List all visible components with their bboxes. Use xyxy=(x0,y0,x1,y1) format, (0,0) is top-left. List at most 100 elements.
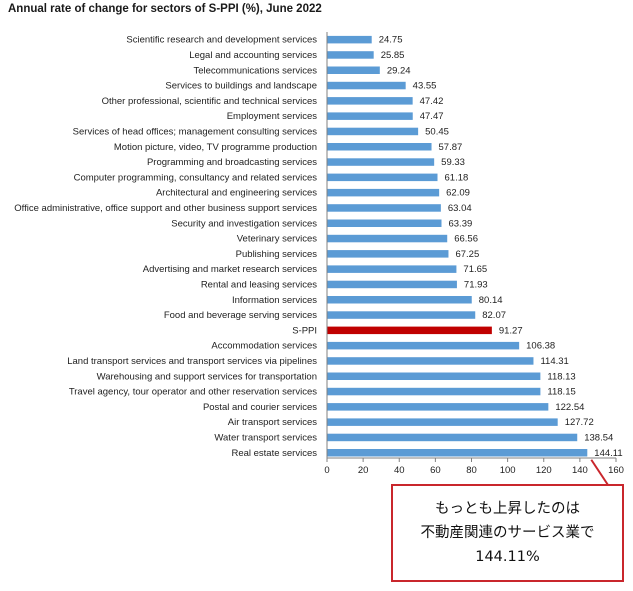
category-label-food-and-beverage-serving-services: Food and beverage serving services xyxy=(164,310,317,321)
x-tick-label-20: 20 xyxy=(358,465,369,476)
bar-scientific-research-and-development-services xyxy=(327,35,372,44)
category-labels: Scientific research and development serv… xyxy=(14,35,317,459)
value-label-architectural-and-engineering-services: 62.09 xyxy=(446,188,470,199)
category-label-s-ppi: S-PPI xyxy=(292,325,317,336)
bar-rental-and-leasing-services xyxy=(327,280,457,289)
category-label-scientific-research-and-development-services: Scientific research and development serv… xyxy=(126,35,317,46)
callout-line-1: もっとも上昇したのは xyxy=(435,501,580,517)
bar-other-professional-scientific-and-technical-services xyxy=(327,97,413,105)
category-label-warehousing-and-support-services-for-transportation: Warehousing and support services for tra… xyxy=(97,371,317,382)
category-label-programming-and-broadcasting-services: Programming and broadcasting services xyxy=(147,157,317,168)
bar-accommodation-services xyxy=(327,341,520,350)
value-label-programming-and-broadcasting-services: 59.33 xyxy=(441,157,465,168)
bar-legal-and-accounting-services xyxy=(327,51,374,59)
value-label-legal-and-accounting-services: 25.85 xyxy=(381,50,405,61)
callout-pointer xyxy=(590,459,609,486)
value-label-food-and-beverage-serving-services: 82.07 xyxy=(482,310,506,321)
bar-services-to-buildings-and-landscape xyxy=(327,81,406,90)
x-axis: 0 20 40 60 80 100 120 140 160 xyxy=(324,32,624,476)
x-tick-label-100: 100 xyxy=(500,465,516,476)
category-label-advertising-and-market-research-services: Advertising and market research services xyxy=(143,264,317,275)
bar-computer-programming-consultancy-and-related-services xyxy=(327,173,438,182)
category-label-accommodation-services: Accommodation services xyxy=(211,341,317,352)
value-label-land-transport-services-and-transport-services-via-pipelines: 114.31 xyxy=(540,356,568,367)
bar-security-and-investigation-services xyxy=(327,219,442,227)
category-label-employment-services: Employment services xyxy=(227,111,318,122)
value-label-employment-services: 47.47 xyxy=(420,111,444,122)
value-label-veterinary-services: 66.56 xyxy=(454,234,478,245)
x-tick-label-140: 140 xyxy=(572,465,588,476)
value-label-security-and-investigation-services: 63.39 xyxy=(448,218,472,229)
value-label-water-transport-services: 138.54 xyxy=(584,432,613,443)
category-label-services-of-head-offices-management-consulting-services: Services of head offices; management con… xyxy=(73,126,318,137)
category-label-architectural-and-engineering-services: Architectural and engineering services xyxy=(156,188,317,199)
x-tick-label-160: 160 xyxy=(608,465,624,476)
value-label-computer-programming-consultancy-and-related-services: 61.18 xyxy=(445,172,469,183)
bar-real-estate-services xyxy=(327,449,588,457)
category-label-real-estate-services: Real estate services xyxy=(231,448,317,459)
bar-water-transport-services xyxy=(327,433,578,442)
bar-air-transport-services xyxy=(327,418,558,426)
bar-employment-services xyxy=(327,112,413,120)
value-label-other-professional-scientific-and-technical-services: 47.42 xyxy=(420,96,444,107)
bar-services-of-head-offices-management-consulting-services xyxy=(327,127,419,136)
callout-line-2: 不動産関連のサービス業で xyxy=(420,525,595,541)
category-label-travel-agency-tour-operator-and-other-reservation-services: Travel agency, tour operator and other r… xyxy=(69,387,317,398)
bar-travel-agency-tour-operator-and-other-reservation-services xyxy=(327,387,541,396)
bar-food-and-beverage-serving-services xyxy=(327,311,476,319)
value-label-postal-and-courier-services: 122.54 xyxy=(555,402,584,413)
category-label-rental-and-leasing-services: Rental and leasing services xyxy=(201,279,317,290)
bar-advertising-and-market-research-services xyxy=(327,265,457,273)
value-label-information-services: 80.14 xyxy=(479,295,503,306)
value-label-services-of-head-offices-management-consulting-services: 50.45 xyxy=(425,126,449,137)
value-label-accommodation-services: 106.38 xyxy=(526,341,555,352)
value-label-rental-and-leasing-services: 71.93 xyxy=(464,279,488,290)
category-label-water-transport-services: Water transport services xyxy=(214,432,317,443)
bar-programming-and-broadcasting-services xyxy=(327,158,435,166)
category-label-veterinary-services: Veterinary services xyxy=(237,234,318,245)
bar-land-transport-services-and-transport-services-via-pipelines xyxy=(327,357,534,365)
chart-title: Annual rate of change for sectors of S-P… xyxy=(8,3,322,15)
value-label-real-estate-services: 144.11 xyxy=(594,448,622,459)
bar-warehousing-and-support-services-for-transportation xyxy=(327,372,541,380)
value-label-warehousing-and-support-services-for-transportation: 118.13 xyxy=(547,371,575,382)
category-label-air-transport-services: Air transport services xyxy=(228,417,317,428)
value-label-advertising-and-market-research-services: 71.65 xyxy=(463,264,487,275)
x-tick-label-40: 40 xyxy=(394,465,405,476)
bar-publishing-services xyxy=(327,250,449,258)
category-label-telecommunications-services: Telecommunications services xyxy=(193,65,317,76)
x-tick-label-60: 60 xyxy=(430,465,441,476)
bar-motion-picture-video-tv-programme-production xyxy=(327,143,432,151)
bars xyxy=(327,35,588,457)
callout-line-3: 144.11% xyxy=(475,549,540,565)
bar-architectural-and-engineering-services xyxy=(327,188,440,197)
value-label-services-to-buildings-and-landscape: 43.55 xyxy=(413,81,437,92)
value-label-office-administrative-office-support-and-other-business-support-services: 63.04 xyxy=(448,203,472,214)
category-label-other-professional-scientific-and-technical-services: Other professional, scientific and techn… xyxy=(102,96,318,107)
category-label-security-and-investigation-services: Security and investigation services xyxy=(171,218,317,229)
bar-information-services xyxy=(327,296,472,304)
category-label-computer-programming-consultancy-and-related-services: Computer programming, consultancy and re… xyxy=(74,172,318,183)
bar-telecommunications-services xyxy=(327,66,380,74)
value-label-air-transport-services: 127.72 xyxy=(565,417,594,428)
bar-veterinary-services xyxy=(327,234,448,243)
category-label-postal-and-courier-services: Postal and courier services xyxy=(203,402,317,413)
category-label-services-to-buildings-and-landscape: Services to buildings and landscape xyxy=(165,81,317,92)
value-label-s-ppi: 91.27 xyxy=(499,325,523,336)
x-tick-label-0: 0 xyxy=(324,465,329,476)
value-label-telecommunications-services: 29.24 xyxy=(387,65,411,76)
category-label-publishing-services: Publishing services xyxy=(236,249,318,260)
value-label-publishing-services: 67.25 xyxy=(455,249,479,260)
bar-s-ppi xyxy=(327,326,492,335)
category-label-motion-picture-video-tv-programme-production: Motion picture, video, TV programme prod… xyxy=(114,142,317,153)
category-label-land-transport-services-and-transport-services-via-pipelines: Land transport services and transport se… xyxy=(67,356,317,367)
x-tick-label-80: 80 xyxy=(466,465,477,476)
category-label-information-services: Information services xyxy=(232,295,317,306)
category-label-legal-and-accounting-services: Legal and accounting services xyxy=(189,50,317,61)
value-label-motion-picture-video-tv-programme-production: 57.87 xyxy=(439,142,463,153)
value-label-travel-agency-tour-operator-and-other-reservation-services: 118.15 xyxy=(547,387,575,398)
category-label-office-administrative-office-support-and-other-business-support-services: Office administrative, office support an… xyxy=(14,203,317,214)
annotation-callout: もっとも上昇したのは 不動産関連のサービス業で 144.11% xyxy=(391,484,624,582)
